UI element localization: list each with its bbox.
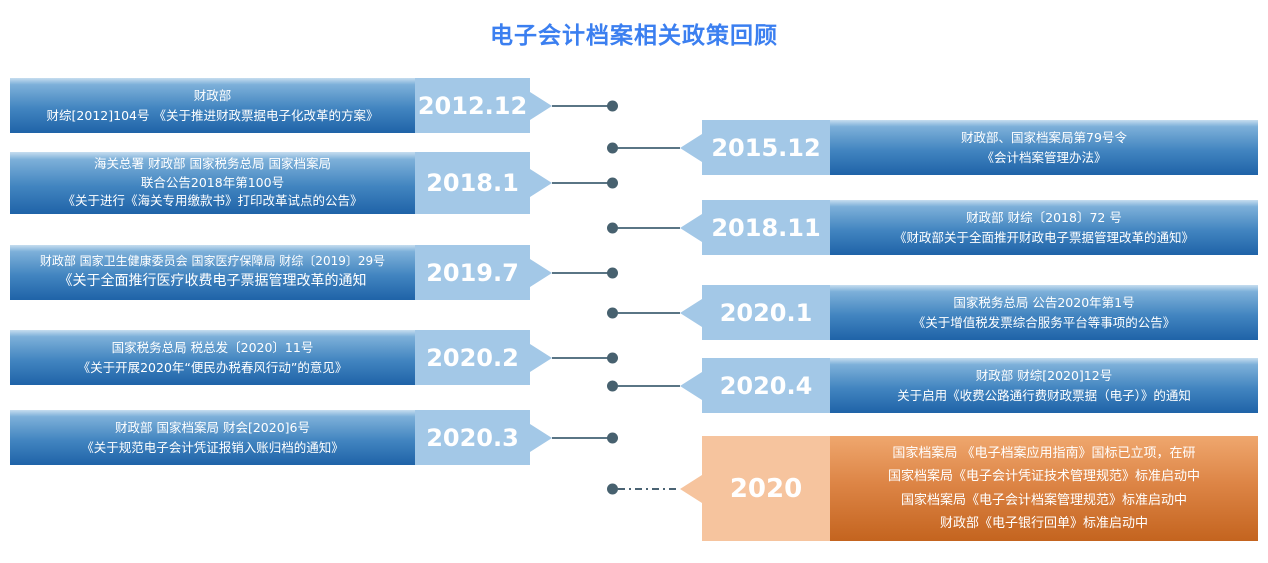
policy-text-line: 《关于规范电子会计凭证报销入账归档的通知》 (81, 439, 344, 455)
arrow-left-icon (680, 298, 702, 327)
timeline-dot (607, 177, 618, 189)
policy-text-line: 《关于开展2020年“便民办税春风行动”的意见》 (77, 359, 348, 375)
connector-dashed-line (618, 487, 680, 490)
connector-line (552, 436, 608, 439)
policy-text-line: 财综[2012]104号 《关于推进财政票据电子化改革的方案》 (46, 107, 379, 123)
policy-text-line: 财政部、国家档案局第79号令 (961, 130, 1127, 146)
arrow-left-icon (680, 133, 702, 162)
date-label: 2018.1 (426, 169, 519, 197)
date-box: 2015.12 (702, 120, 830, 175)
policy-box: 海关总署 财政部 国家税务总局 国家档案局 联合公告2018年第100号 《关于… (10, 152, 415, 214)
connector-line (552, 356, 608, 359)
policy-text-line: 国家档案局 《电子档案应用指南》国标已立项，在研 (892, 445, 1196, 461)
date-label: 2019.7 (426, 258, 519, 287)
arrow-left-icon (680, 474, 702, 503)
timeline-dot (607, 222, 618, 233)
timeline-row-right-2018-11: 2018.11 财政部 财综〔2018〕72 号 《财政部关于全面推开财政电子票… (0, 200, 1268, 255)
policy-text-line: 《财政部关于全面推开财政电子票据管理改革的通知》 (893, 229, 1194, 245)
policy-text-line: 国家档案局《电子会计凭证技术管理规范》标准启动中 (887, 469, 1200, 485)
policy-box: 财政部 国家档案局 财会[2020]6号 《关于规范电子会计凭证报销入账归档的通… (10, 410, 415, 465)
policy-box: 财政部 财综〔2018〕72 号 《财政部关于全面推开财政电子票据管理改革的通知… (830, 200, 1258, 255)
policy-box: 国家税务总局 税总发〔2020〕11号 《关于开展2020年“便民办税春风行动”… (10, 330, 415, 385)
policy-text-line: 《关于增值税发票综合服务平台等事项的公告》 (912, 314, 1176, 330)
policy-text-line: 国家税务总局 公告2020年第1号 (953, 295, 1135, 311)
page-title: 电子会计档案相关政策回顾 (490, 23, 778, 49)
timeline-row-left-2012-12: 财政部 财综[2012]104号 《关于推进财政票据电子化改革的方案》 2012… (0, 78, 1268, 133)
arrow-left-icon (680, 371, 702, 400)
timeline-row-left-2020-2: 国家税务总局 税总发〔2020〕11号 《关于开展2020年“便民办税春风行动”… (0, 330, 1268, 385)
connector-line (618, 146, 680, 149)
connector-line (552, 182, 608, 184)
timeline-dot (607, 380, 618, 391)
policy-box: 财政部、国家档案局第79号令 《会计档案管理办法》 (830, 120, 1258, 175)
timeline-dot (607, 142, 618, 153)
policy-text-line: 财政部 (193, 88, 232, 104)
date-box: 2020.1 (702, 285, 830, 340)
timeline-dot (607, 432, 618, 443)
policy-box: 财政部 国家卫生健康委员会 国家医疗保障局 财综〔2019〕29号 《关于全面推… (10, 245, 415, 300)
date-box: 2020.2 (415, 330, 530, 385)
policy-text-line: 《会计档案管理办法》 (981, 149, 1107, 165)
date-label: 2020.4 (719, 371, 813, 400)
date-label: 2020.1 (719, 298, 813, 327)
policy-box: 财政部 财综[2020]12号 关于启用《收费公路通行费财政票据（电子）》的通知 (830, 358, 1258, 413)
timeline-row-left-2018-1: 海关总署 财政部 国家税务总局 国家档案局 联合公告2018年第100号 《关于… (0, 152, 1268, 214)
policy-text-line: 联合公告2018年第100号 (140, 174, 285, 190)
policy-text-line: 财政部 国家档案局 财会[2020]6号 (115, 420, 310, 436)
timeline-dot (607, 307, 618, 318)
timeline-dot (607, 352, 618, 363)
date-label: 2020.3 (426, 423, 519, 452)
date-label: 2020 (729, 473, 803, 504)
arrow-right-icon (530, 258, 552, 287)
policy-text-line: 海关总署 财政部 国家税务总局 国家档案局 (94, 155, 331, 171)
timeline-dot (607, 483, 618, 494)
arrow-right-icon (530, 343, 552, 372)
connector-line (618, 226, 680, 229)
date-label: 2012.12 (417, 91, 528, 120)
arrow-left-icon (680, 213, 702, 242)
policy-text-line: 《关于进行《海关专用缴款书》打印改革试点的公告》 (62, 193, 363, 209)
timeline-row-right-2020-1: 2020.1 国家税务总局 公告2020年第1号 《关于增值税发票综合服务平台等… (0, 285, 1268, 340)
policy-box: 国家税务总局 公告2020年第1号 《关于增值税发票综合服务平台等事项的公告》 (830, 285, 1258, 340)
timeline-row-right-2020: 2020 国家档案局 《电子档案应用指南》国标已立项，在研 国家档案局《电子会计… (0, 436, 1268, 541)
connector-line (618, 384, 680, 387)
date-label: 2015.12 (711, 133, 821, 162)
policy-box: 财政部 财综[2012]104号 《关于推进财政票据电子化改革的方案》 (10, 78, 415, 133)
arrow-right-icon (530, 423, 552, 452)
timeline-row-right-2020-4: 2020.4 财政部 财综[2020]12号 关于启用《收费公路通行费财政票据（… (0, 358, 1268, 413)
policy-box-highlight: 国家档案局 《电子档案应用指南》国标已立项，在研 国家档案局《电子会计凭证技术管… (830, 436, 1258, 541)
date-box: 2020.4 (702, 358, 830, 413)
date-box: 2018.11 (702, 200, 830, 255)
timeline-row-right-2015-12: 2015.12 财政部、国家档案局第79号令 《会计档案管理办法》 (0, 120, 1268, 175)
connector-line (552, 104, 608, 107)
policy-text-line: 财政部 国家卫生健康委员会 国家医疗保障局 财综〔2019〕29号 (39, 254, 386, 269)
timeline-dot (607, 100, 618, 111)
timeline-dot (607, 267, 618, 278)
arrow-right-icon (530, 91, 552, 120)
timeline-row-left-2020-3: 财政部 国家档案局 财会[2020]6号 《关于规范电子会计凭证报销入账归档的通… (0, 410, 1268, 465)
date-label: 2020.2 (426, 343, 519, 372)
date-box-highlight: 2020 (702, 436, 830, 541)
arrow-right-icon (530, 169, 552, 197)
date-label: 2018.11 (711, 213, 821, 242)
date-box: 2020.3 (415, 410, 530, 465)
policy-text-line: 财政部 财综[2020]12号 (975, 368, 1113, 384)
policy-text-line: 《关于全面推行医疗收费电子票据管理改革的通知 (58, 272, 367, 289)
policy-text-line: 国家档案局《电子会计档案管理规范》标准启动中 (900, 492, 1187, 508)
timeline-row-left-2019-7: 财政部 国家卫生健康委员会 国家医疗保障局 财综〔2019〕29号 《关于全面推… (0, 245, 1268, 300)
policy-text-line: 财政部 财综〔2018〕72 号 (966, 210, 1122, 226)
connector-line (618, 311, 680, 314)
date-box: 2018.1 (415, 152, 530, 214)
date-box: 2019.7 (415, 245, 530, 300)
policy-text-line: 关于启用《收费公路通行费财政票据（电子）》的通知 (897, 387, 1191, 403)
connector-line (552, 271, 608, 274)
policy-text-line: 财政部《电子银行回单》标准启动中 (939, 515, 1148, 531)
date-box: 2012.12 (415, 78, 530, 133)
policy-text-line: 国家税务总局 税总发〔2020〕11号 (111, 340, 314, 356)
